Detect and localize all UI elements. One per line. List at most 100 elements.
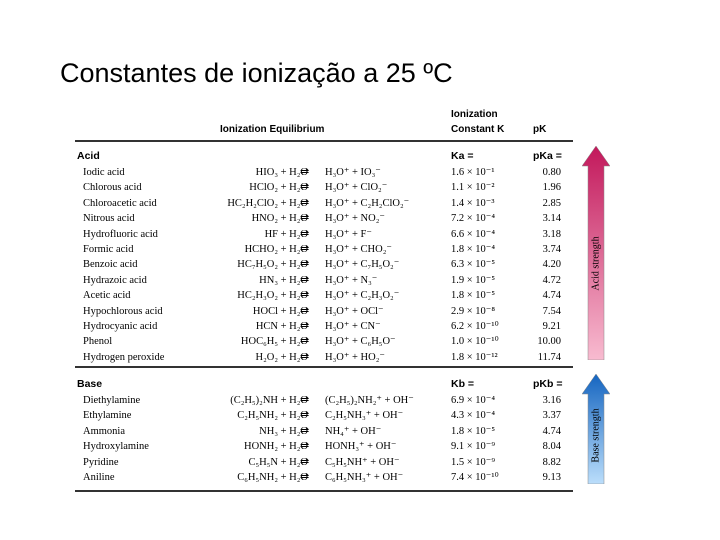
base-pk-label: pKb = <box>533 378 563 390</box>
row-k-value: 1.6 × 10⁻¹ <box>451 167 495 178</box>
row-reactants: C₅H₅N + H₂O <box>248 456 309 468</box>
row-products: H₃O⁺ + OCl⁻ <box>325 305 384 317</box>
row-products: (C₂H₅)₂NH₂⁺ + OH⁻ <box>325 395 414 406</box>
row-k-value: 1.0 × 10⁻¹⁰ <box>451 336 499 348</box>
row-pk-value: 2.85 <box>542 197 561 209</box>
row-pk-value: 4.74 <box>542 290 561 302</box>
row-name: Chlorous acid <box>83 182 142 194</box>
row-products: NH₄⁺ + OH⁻ <box>325 425 382 437</box>
section-divider <box>75 366 573 368</box>
row-reactants: (C₂H₅)₂NH + H₂O <box>230 395 308 406</box>
acid-pk-label: pKa = <box>533 150 562 162</box>
row-k-value: 1.9 × 10⁻⁵ <box>451 274 495 286</box>
row-pk-value: 7.54 <box>542 305 561 317</box>
row-k-value: 6.3 × 10⁻⁵ <box>451 259 495 271</box>
row-name: Diethylamine <box>83 395 141 406</box>
row-k-value: 1.5 × 10⁻⁹ <box>451 456 495 468</box>
row-pk-value: 4.20 <box>542 259 561 271</box>
ionization-table: Ionization Ionization Equilibrium Consta… <box>75 108 573 492</box>
row-name: Ammonia <box>83 425 125 437</box>
row-k-value: 2.9 × 10⁻⁸ <box>451 305 495 317</box>
row-reactants: HN₃ + H₂O <box>259 274 308 286</box>
row-reactants: HOC₆H₅ + H₂O <box>240 336 308 348</box>
row-products: C₅H₅NH⁺ + OH⁻ <box>325 456 400 468</box>
row-products: H₃O⁺ + HO₂⁻ <box>325 351 385 363</box>
equilibrium-arrow: ⇌ <box>300 243 309 255</box>
row-k-value: 1.8 × 10⁻¹² <box>451 351 498 363</box>
equilibrium-arrow: ⇌ <box>300 166 309 178</box>
row-k-value: 6.6 × 10⁻⁴ <box>451 228 495 240</box>
row-reactants: HOCl + H₂O <box>252 305 308 317</box>
row-pk-value: 1.96 <box>542 182 561 194</box>
equilibrium-arrow: ⇌ <box>300 350 309 363</box>
row-pk-value: 3.37 <box>542 410 561 422</box>
row-pk-value: 3.16 <box>542 395 561 406</box>
row-products: H₃O⁺ + C₂H₂ClO₂⁻ <box>325 197 410 209</box>
row-reactants: HIO₃ + H₂O <box>255 167 308 178</box>
header-equilibrium: Ionization Equilibrium <box>220 124 325 135</box>
row-name: Pyridine <box>83 456 119 468</box>
row-pk-value: 4.74 <box>542 425 561 437</box>
equilibrium-arrow: ⇌ <box>300 258 309 271</box>
row-reactants: C₆H₅NH₂ + H₂O <box>237 472 308 483</box>
base-k-label: Kb = <box>451 378 475 390</box>
equilibrium-arrow: ⇌ <box>300 289 309 302</box>
row-name: Iodic acid <box>83 167 125 178</box>
equilibrium-arrow: ⇌ <box>300 394 309 406</box>
row-products: H₃O⁺ + IO₃⁻ <box>325 167 381 178</box>
row-k-value: 1.8 × 10⁻⁵ <box>451 290 495 302</box>
acid-strength-arrow <box>582 146 610 360</box>
acid-section-label: Acid <box>77 150 100 162</box>
row-k-value: 1.4 × 10⁻³ <box>451 197 495 209</box>
equilibrium-arrow: ⇌ <box>300 471 309 483</box>
row-reactants: NH₃ + H₂O <box>259 425 308 437</box>
equilibrium-arrow: ⇌ <box>300 424 309 437</box>
row-reactants: HC₂H₃O₂ + H₂O <box>237 290 308 302</box>
row-pk-value: 11.74 <box>537 351 561 363</box>
base-section-label: Base <box>77 378 103 390</box>
row-name: Hydrogen peroxide <box>83 351 165 363</box>
row-name: Hydrocyanic acid <box>83 321 158 332</box>
row-products: H₃O⁺ + CHO₂⁻ <box>325 244 392 255</box>
row-name: Nitrous acid <box>83 213 135 225</box>
header-constant-line2: Constant K <box>451 124 505 135</box>
equilibrium-arrow: ⇌ <box>300 455 309 468</box>
acid-k-label: Ka = <box>451 150 474 162</box>
row-pk-value: 10.00 <box>537 336 561 348</box>
base-strength-arrow <box>582 374 610 484</box>
equilibrium-arrow: ⇌ <box>300 196 309 209</box>
row-products: H₃O⁺ + CN⁻ <box>325 321 381 332</box>
row-pk-value: 3.74 <box>542 244 561 255</box>
row-products: H₃O⁺ + ClO₂⁻ <box>325 182 388 194</box>
equilibrium-arrow: ⇌ <box>300 304 309 317</box>
row-reactants: C₂H₅NH₂ + H₂O <box>237 410 308 422</box>
equilibrium-arrow: ⇌ <box>300 440 309 453</box>
row-products: HONH₃⁺ + OH⁻ <box>325 441 397 453</box>
row-pk-value: 3.14 <box>542 213 561 225</box>
row-name: Formic acid <box>83 244 134 255</box>
row-name: Hydrazoic acid <box>83 274 147 286</box>
row-reactants: HNO₂ + H₂O <box>251 213 308 225</box>
row-reactants: HF + H₂O <box>264 228 308 240</box>
row-k-value: 7.4 × 10⁻¹⁰ <box>451 472 499 483</box>
equilibrium-arrow: ⇌ <box>300 181 309 194</box>
row-reactants: HClO₂ + H₂O <box>249 182 308 194</box>
row-name: Chloroacetic acid <box>83 197 157 209</box>
row-reactants: HCHO₂ + H₂O <box>244 244 308 255</box>
row-products: H₃O⁺ + C₂H₃O₂⁻ <box>325 290 400 302</box>
row-products: H₃O⁺ + NO₂⁻ <box>325 213 385 225</box>
row-products: H₃O⁺ + C₆H₅O⁻ <box>325 336 396 348</box>
row-k-value: 1.8 × 10⁻⁵ <box>451 425 495 437</box>
row-reactants: HONH₂ + H₂O <box>244 441 308 453</box>
acid-strength-label: Acid strength <box>590 236 602 291</box>
row-name: Ethylamine <box>83 410 132 422</box>
equilibrium-arrow: ⇌ <box>300 409 309 422</box>
row-k-value: 4.3 × 10⁻⁴ <box>451 410 495 422</box>
row-pk-value: 9.21 <box>542 321 561 332</box>
equilibrium-arrow: ⇌ <box>300 227 309 240</box>
row-name: Hydroxylamine <box>83 441 149 453</box>
slide-title: Constantes de ionização a 25 ºC <box>60 58 453 88</box>
row-pk-value: 8.82 <box>542 456 561 468</box>
row-products: H₃O⁺ + F⁻ <box>325 228 372 240</box>
row-name: Aniline <box>83 472 115 483</box>
